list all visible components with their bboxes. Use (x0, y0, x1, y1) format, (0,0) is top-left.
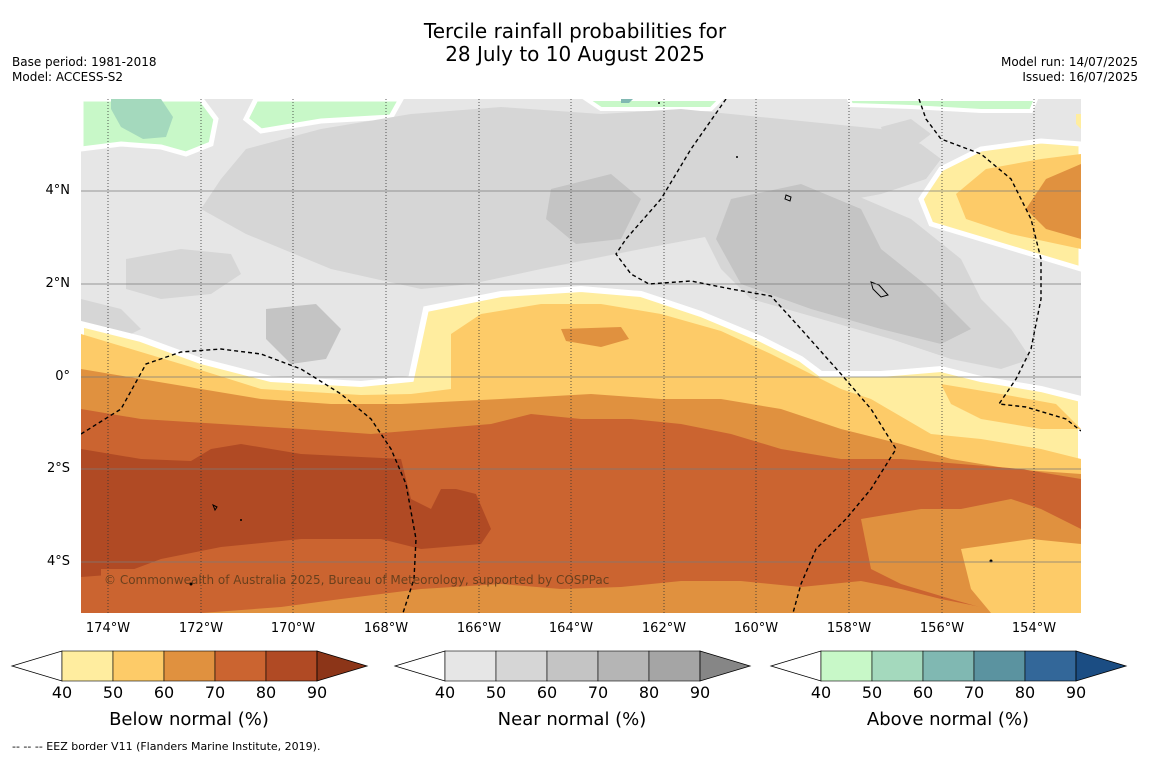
colorbar-segment (820, 650, 873, 682)
colorbar-tick-label: 60 (536, 683, 558, 702)
colorbar-tick-label: 60 (153, 683, 175, 702)
above-normal-70-spot (621, 99, 633, 103)
colorbar-tick-label: 40 (810, 683, 832, 702)
colorbar-tick-label: 70 (204, 683, 226, 702)
colorbar-segment (163, 650, 216, 682)
colorbar-tick-label: 40 (51, 683, 73, 702)
colorbar-low-extension (769, 650, 822, 682)
lon-label: 166°W (456, 621, 502, 636)
lon-label: 160°W (733, 621, 779, 636)
colorbar-tick-label: 70 (587, 683, 609, 702)
colorbar-segment (597, 650, 650, 682)
below-normal-40-spot (1076, 114, 1081, 129)
colorbar-tick-label: 50 (485, 683, 507, 702)
issued-text: Issued: 16/07/2025 (1022, 70, 1138, 84)
lat-label-4s: 4°S (46, 554, 70, 569)
base-period-text: Base period: 1981-2018 (12, 55, 157, 69)
colorbar-tick-label: 80 (1014, 683, 1036, 702)
map-title-line1: Tercile rainfall probabilities for (423, 19, 727, 43)
lat-label-2n: 2°N (45, 276, 71, 291)
colorbar-segment (648, 650, 701, 682)
below-normal-60-spot (561, 327, 629, 347)
colorbar-title-near-normal: Near normal (%) (497, 709, 647, 730)
island-outline (784, 194, 792, 202)
below-normal-50-se-patch (961, 539, 1081, 613)
colorbar-segment (546, 650, 599, 682)
below-normal-80-region (81, 444, 491, 577)
below-normal-50-patch (941, 384, 1081, 429)
above-normal-50-region-2 (242, 99, 404, 134)
colorbar-segment (214, 650, 267, 682)
colorbar-tick-label: 90 (1065, 683, 1087, 702)
rainfall-probability-map (81, 99, 1081, 613)
above-normal-60-region (111, 99, 173, 139)
below-normal-60-region-ne (1026, 164, 1081, 239)
colorbar-tick-label: 90 (689, 683, 711, 702)
lon-label: 162°W (641, 621, 687, 636)
colorbar-high-extension (699, 650, 752, 682)
colorbar-segment (61, 650, 114, 682)
below-normal-70-sw-patch (101, 569, 171, 599)
colorbar-segment (495, 650, 548, 682)
colorbar-high-extension (316, 650, 369, 682)
lat-label-2s: 2°S (46, 461, 70, 476)
near-normal-50-region-2 (126, 249, 241, 299)
colorbar-near-normal (393, 650, 752, 682)
latitude-gridlines (81, 190, 1081, 563)
lon-label: 156°W (919, 621, 965, 636)
colorbar-segment (1024, 650, 1077, 682)
colorbar-below-normal (10, 650, 369, 682)
lon-label: 172°W (178, 621, 224, 636)
model-run-text: Model run: 14/07/2025 (1000, 55, 1138, 69)
island-outline (212, 503, 218, 512)
lon-label: 174°W (85, 621, 131, 636)
copyright-text: © Commonwealth of Australia 2025, Bureau… (104, 573, 610, 587)
colorbar-high-extension (1075, 650, 1128, 682)
eez-borders (81, 99, 1081, 613)
colorbar-tick-label: 50 (102, 683, 124, 702)
island-outline (870, 281, 889, 298)
colorbar-tick-label: 80 (255, 683, 277, 702)
lat-label-0: 0° (55, 369, 70, 384)
colorbar-segment (112, 650, 165, 682)
colorbar-tick-label: 70 (963, 683, 985, 702)
lon-label: 158°W (826, 621, 872, 636)
colorbar-segment (265, 650, 318, 682)
colorbar-segment (871, 650, 924, 682)
island-dot (189, 582, 193, 586)
colorbar-tick-label: 50 (861, 683, 883, 702)
island-dot (736, 156, 738, 158)
lon-label: 154°W (1011, 621, 1057, 636)
above-normal-50-region-4 (846, 99, 1039, 113)
colorbar-tick-label: 60 (912, 683, 934, 702)
colorbar-segment (444, 650, 497, 682)
colorbar-title-below-normal: Below normal (%) (109, 709, 269, 730)
island-dot (658, 102, 660, 104)
above-normal-50-region-3 (582, 99, 724, 111)
lon-label: 164°W (548, 621, 594, 636)
lon-label: 168°W (363, 621, 409, 636)
colorbar-tick-label: 80 (638, 683, 660, 702)
island-dot (240, 519, 242, 521)
lon-label: 170°W (270, 621, 316, 636)
colorbar-low-extension (10, 650, 63, 682)
near-normal-60-region (546, 174, 641, 244)
near-normal-60-region-2 (716, 184, 971, 344)
colorbar-above-normal (769, 650, 1128, 682)
eez-border-footnote: -- -- -- EEZ border V11 (Flanders Marine… (12, 740, 321, 753)
near-normal-60-region-3 (266, 304, 341, 364)
colorbar-tick-label: 40 (434, 683, 456, 702)
colorbar-segment (922, 650, 975, 682)
colorbars (10, 650, 1128, 682)
colorbar-low-extension (393, 650, 446, 682)
map-title-line2: 28 July to 10 August 2025 (445, 42, 705, 66)
colorbar-segment (973, 650, 1026, 682)
colorbar-tick-label: 90 (306, 683, 328, 702)
near-normal-50-region-6 (881, 119, 931, 149)
colorbar-title-above-normal: Above normal (%) (866, 709, 1030, 730)
lat-label-4n: 4°N (45, 183, 71, 198)
model-text: Model: ACCESS-S2 (12, 70, 124, 84)
